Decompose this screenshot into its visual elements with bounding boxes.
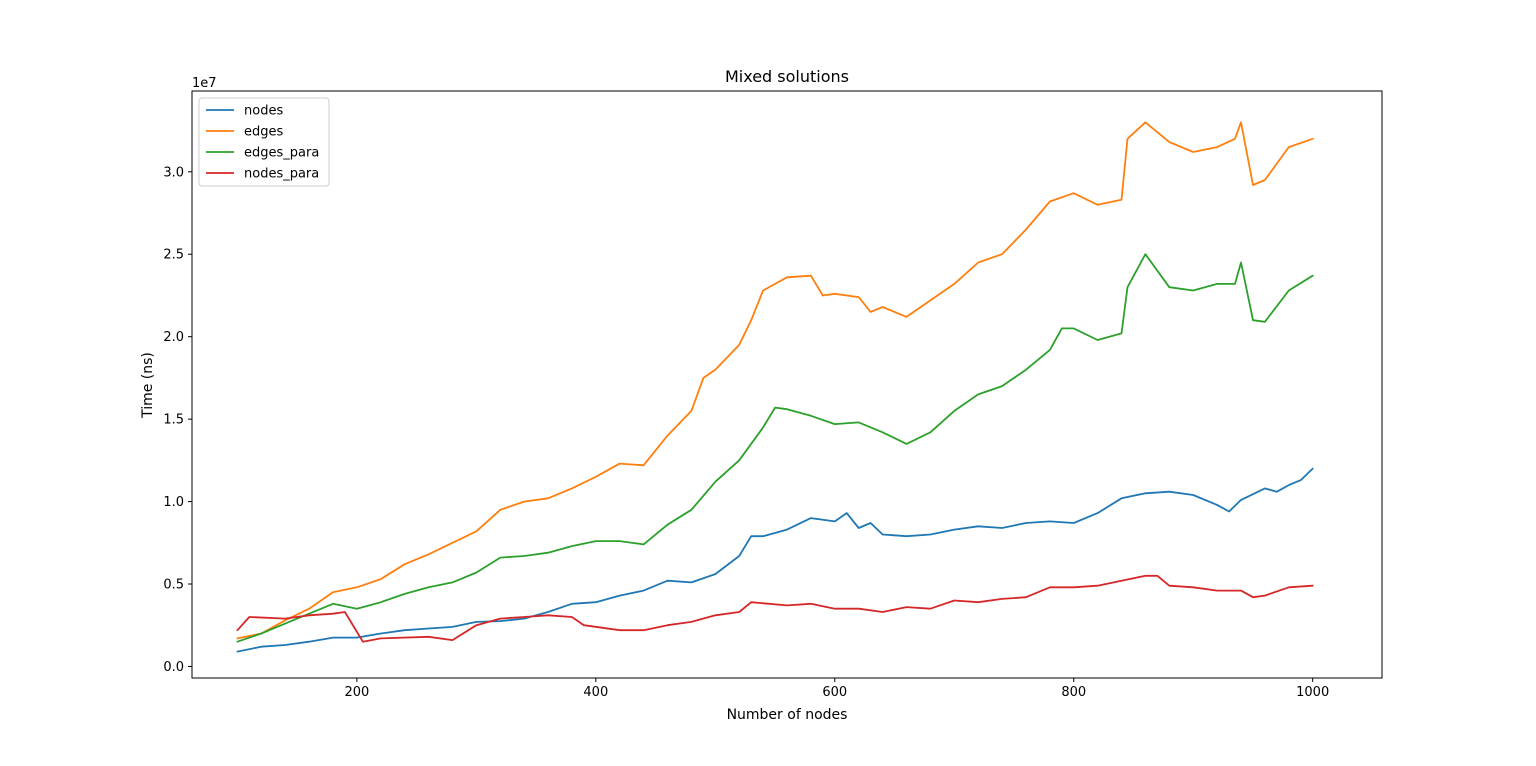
series-line-nodes — [236, 467, 1314, 653]
plot-frame — [191, 90, 1383, 679]
y-axis-ticks: 0.0 0.5 1.0 1.5 2.0 2.5 3.0 — [163, 165, 192, 675]
y-axis-label: Time (ns) — [140, 352, 156, 419]
y-tick-label: 3.0 — [163, 165, 184, 180]
x-tick-label: 800 — [1061, 685, 1086, 700]
series-line-edges-para — [236, 253, 1314, 643]
x-axis-label: Number of nodes — [727, 707, 848, 723]
legend: nodes edges edges_para nodes_para — [198, 97, 330, 187]
x-tick-label: 1000 — [1296, 685, 1329, 700]
legend-label-edges: edges — [244, 125, 284, 140]
y-axis-offset-text: 1e7 — [192, 76, 217, 91]
x-tick-label: 400 — [583, 685, 608, 700]
y-tick-label: 2.5 — [163, 248, 184, 263]
series-line-nodes-para — [236, 574, 1314, 643]
plot-lines — [236, 121, 1314, 653]
y-tick-label: 1.5 — [163, 413, 184, 428]
legend-label-edges-para: edges_para — [244, 146, 319, 161]
legend-label-nodes-para: nodes_para — [244, 167, 319, 182]
legend-label-nodes: nodes — [244, 104, 283, 119]
y-tick-label: 0.0 — [163, 660, 184, 675]
y-tick-label: 0.5 — [163, 578, 184, 593]
x-tick-label: 600 — [822, 685, 847, 700]
y-tick-label: 2.0 — [163, 330, 184, 345]
chart-title: Mixed solutions — [725, 67, 849, 86]
y-tick-label: 1.0 — [163, 495, 184, 510]
legend-frame — [198, 97, 330, 187]
x-axis-ticks: 200 400 600 800 1000 — [344, 678, 1329, 700]
series-line-edges — [236, 121, 1314, 640]
legend-entries: nodes edges edges_para nodes_para — [206, 104, 319, 182]
x-tick-label: 200 — [344, 685, 369, 700]
